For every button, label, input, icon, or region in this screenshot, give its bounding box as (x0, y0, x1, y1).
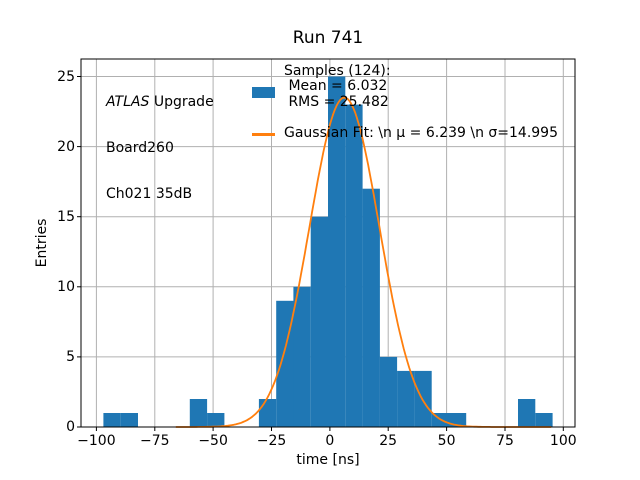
x-tick-label: 100 (549, 433, 577, 449)
histogram-bar (276, 300, 294, 427)
x-tick-label: −50 (198, 433, 228, 449)
annotation-line-3: Ch021 35dB (106, 186, 193, 203)
x-axis-label: time [ns] (296, 452, 360, 468)
histogram-bar (328, 76, 346, 427)
x-tick-label: 50 (437, 433, 456, 449)
y-tick-label: 20 (57, 138, 75, 155)
atlas-annotation: ATLAS Upgrade Board260 Ch021 35dB (106, 64, 214, 233)
legend-line-swatch (252, 133, 275, 136)
legend-label: Gaussian Fit: \n μ = 6.239 \n σ=14.995 (284, 125, 558, 141)
x-tick-label: 25 (379, 433, 398, 449)
y-tick-label: 10 (57, 278, 75, 295)
histogram-bar (103, 413, 121, 427)
y-tick-label: 5 (66, 348, 75, 365)
histogram-bar (397, 370, 415, 427)
histogram-bar (379, 356, 398, 427)
histogram-bar (120, 413, 138, 427)
histogram-bar (518, 399, 536, 427)
legend-entry: Samples (124): Mean = 6.032 RMS = 25.482 (252, 63, 391, 110)
histogram-bar (207, 413, 225, 427)
x-tick-label: −75 (140, 433, 170, 449)
axes-border (80, 58, 576, 428)
chart-title: Run 741 (292, 28, 364, 48)
legend-entry: Gaussian Fit: \n μ = 6.239 \n σ=14.995 (252, 125, 558, 141)
y-axis-label: Entries (34, 218, 50, 268)
histogram-bar (310, 216, 328, 427)
histogram-bar (345, 104, 363, 427)
y-tick-label: 0 (66, 419, 75, 435)
x-tick-label: −100 (77, 433, 116, 449)
histogram-bar (535, 413, 553, 427)
annotation-line-2: Board260 (106, 140, 174, 157)
x-tick-label: −25 (256, 433, 287, 449)
legend-patch-swatch (252, 87, 275, 98)
annotation-brand: ATLAS (106, 93, 150, 110)
legend-label: Samples (124): Mean = 6.032 RMS = 25.482 (284, 63, 391, 110)
histogram-bar (293, 286, 311, 427)
x-tick-label: 75 (496, 433, 514, 449)
y-tick-label: 25 (57, 68, 75, 85)
x-tick-label: 0 (325, 433, 335, 449)
histogram-bar (258, 399, 277, 427)
y-tick-label: 15 (57, 208, 75, 225)
histogram-bar (189, 399, 208, 427)
histogram-bar (362, 188, 380, 427)
annotation-line-1: ATLAS Upgrade (106, 93, 214, 110)
